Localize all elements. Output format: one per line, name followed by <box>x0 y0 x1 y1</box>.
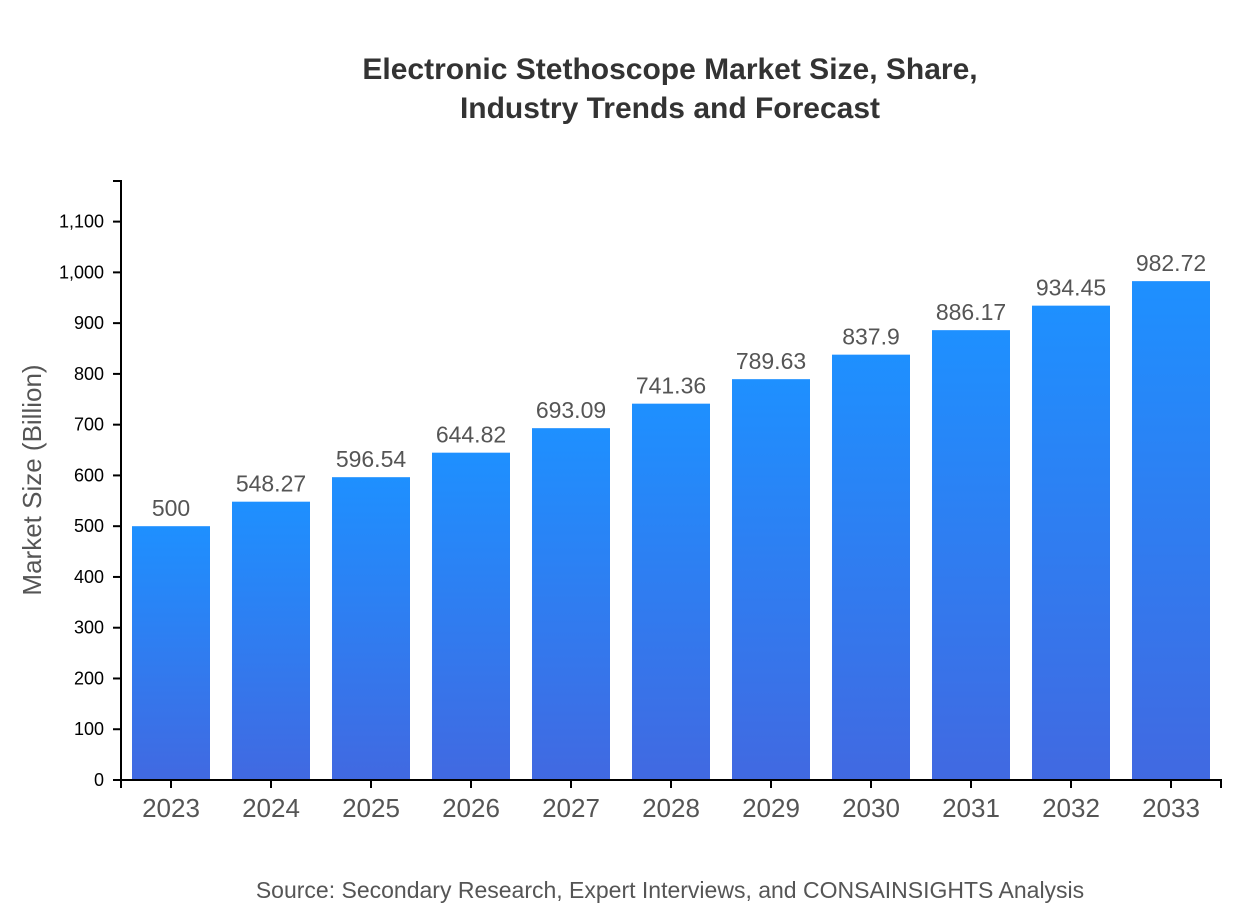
y-tick-label: 1,100 <box>59 212 104 232</box>
y-tick: 500 <box>74 516 121 536</box>
bar-2030 <box>832 354 910 780</box>
y-tick-label: 400 <box>74 567 104 587</box>
y-tick: 700 <box>74 415 121 435</box>
y-axis: 0 100 200 300 400 500 600 700 800 900 1,000 1,100 <box>59 180 122 790</box>
y-tick-label: 100 <box>74 719 104 739</box>
data-label-2023: 500 <box>152 495 190 521</box>
y-tick: 1,000 <box>59 262 121 282</box>
bar-2032 <box>1032 305 1110 780</box>
y-tick: 200 <box>74 668 121 688</box>
y-tick: 300 <box>74 618 121 638</box>
y-tick: 900 <box>74 313 121 333</box>
bar-2023 <box>132 526 210 780</box>
x-axis-line <box>120 779 1222 788</box>
y-tick-label: 200 <box>74 668 104 688</box>
y-tick: 600 <box>74 465 121 485</box>
source-note: Source: Secondary Research, Expert Inter… <box>255 877 1085 903</box>
y-tick-label: 500 <box>74 516 104 536</box>
data-label-2028: 741.36 <box>636 373 706 399</box>
y-tick: 1,100 <box>59 212 121 232</box>
y-tick-label: 800 <box>74 364 104 384</box>
y-tick-label: 300 <box>74 618 104 638</box>
y-tick: 100 <box>74 719 121 739</box>
data-label-2024: 548.27 <box>236 471 306 497</box>
bar-2031 <box>932 330 1010 780</box>
x-tick-label-2029: 2029 <box>742 793 800 823</box>
data-label-2030: 837.9 <box>842 324 900 350</box>
chart-title-line-1: Electronic Stethoscope Market Size, Shar… <box>362 53 978 86</box>
bars: 500 548.27 596.54 644.82 693.09 741.36 789.63 8… <box>132 250 1210 780</box>
x-tick-label-2030: 2030 <box>842 793 900 823</box>
y-axis-line <box>113 180 122 781</box>
bar-2028 <box>632 403 710 780</box>
x-tick-label-2024: 2024 <box>242 793 300 823</box>
bar-2024 <box>232 501 310 780</box>
x-tick-label-2023: 2023 <box>142 793 200 823</box>
chart-title: Electronic Stethoscope Market Size, Shar… <box>0 50 1260 128</box>
y-tick-label: 600 <box>74 465 104 485</box>
x-tick-label-2028: 2028 <box>642 793 700 823</box>
y-tick: 400 <box>74 567 121 587</box>
data-label-2029: 789.63 <box>736 348 806 374</box>
bar-2033 <box>1132 281 1210 780</box>
y-tick: 0 <box>94 770 121 790</box>
bar-2026 <box>432 452 510 780</box>
data-label-2033: 982.72 <box>1136 250 1206 276</box>
data-label-2026: 644.82 <box>436 422 506 448</box>
y-tick-label: 700 <box>74 415 104 435</box>
x-tick-label-2025: 2025 <box>342 793 400 823</box>
data-label-2031: 886.17 <box>936 299 1006 325</box>
y-tick-label: 1,000 <box>59 262 104 282</box>
y-axis-label: Market Size (Billion) <box>17 364 47 595</box>
y-tick-label: 0 <box>94 770 104 790</box>
bar-2025 <box>332 477 410 780</box>
x-tick-label-2027: 2027 <box>542 793 600 823</box>
x-tick-label-2032: 2032 <box>1042 793 1100 823</box>
y-tick-label: 900 <box>74 313 104 333</box>
x-axis: 2023 2024 2025 2026 2027 2028 2029 2030 2031 2032… <box>120 779 1222 823</box>
y-tick: 800 <box>74 364 121 384</box>
chart-title-line-2: Industry Trends and Forecast <box>459 92 881 125</box>
data-label-2027: 693.09 <box>536 397 606 423</box>
x-tick-label-2026: 2026 <box>442 793 500 823</box>
bar-2027 <box>532 428 610 780</box>
bar-2029 <box>732 379 810 780</box>
x-tick-label-2031: 2031 <box>942 793 1000 823</box>
data-label-2032: 934.45 <box>1036 275 1106 301</box>
x-tick-label-2033: 2033 <box>1142 793 1200 823</box>
data-label-2025: 596.54 <box>336 446 407 472</box>
